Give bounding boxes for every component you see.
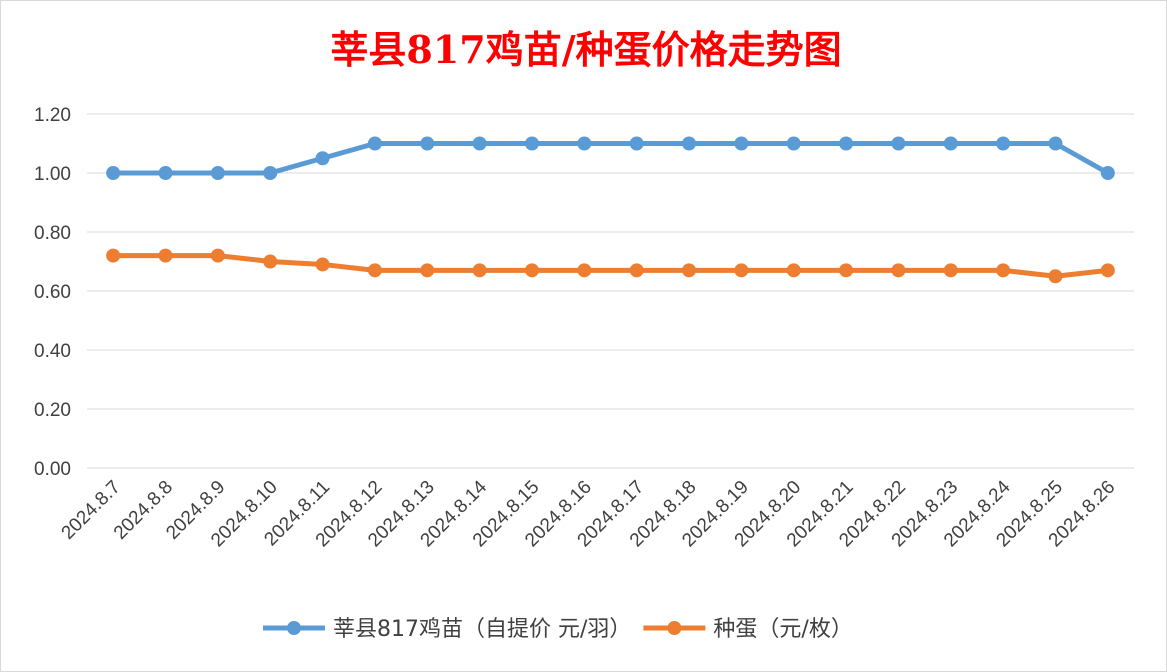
data-point [420, 263, 435, 278]
legend-marker [667, 621, 682, 635]
data-point [682, 263, 697, 278]
legend: 莘县817鸡苗（自提价 元/羽） 种蛋（元/枚） [263, 617, 853, 642]
data-point [158, 166, 173, 180]
y-axis-tick-labels: 0.00 0.20 0.40 0.60 0.80 1.00 1.20 [34, 105, 71, 480]
legend-label: 种蛋（元/枚） [713, 617, 852, 642]
data-point [1048, 136, 1063, 151]
series-group [106, 136, 1115, 284]
y-tick-label: 0.80 [34, 223, 71, 244]
data-point [891, 136, 906, 151]
chart-title: 莘县817鸡苗/种蛋价格走势图 [330, 27, 841, 72]
y-tick-label: 0.00 [34, 459, 71, 480]
legend-marker [287, 621, 301, 635]
data-point [315, 151, 330, 166]
data-point [629, 263, 644, 278]
legend-label: 莘县817鸡苗（自提价 元/羽） [333, 617, 631, 642]
data-point [943, 263, 958, 278]
data-point [472, 136, 487, 151]
data-point [943, 136, 958, 151]
data-point [1100, 166, 1115, 180]
data-point [367, 263, 382, 278]
data-point [158, 248, 173, 263]
data-point [682, 136, 697, 151]
data-point [367, 136, 382, 151]
data-point [786, 263, 801, 278]
data-point [263, 254, 278, 269]
data-point [996, 263, 1011, 278]
data-point [891, 263, 906, 278]
data-point [629, 136, 644, 151]
data-point [839, 263, 854, 278]
data-point [472, 263, 487, 278]
data-point [315, 257, 330, 272]
data-point [210, 248, 225, 263]
data-point [420, 136, 435, 151]
x-axis-tick-labels: 2024.8.72024.8.82024.8.92024.8.102024.8.… [58, 476, 1120, 551]
y-tick-label: 0.40 [34, 341, 71, 362]
series-2 [106, 248, 1115, 284]
series-line [110, 141, 1111, 176]
data-point [734, 136, 749, 151]
y-tick-label: 1.20 [34, 105, 71, 126]
data-point [1048, 269, 1063, 284]
y-tick-label: 0.20 [34, 400, 71, 421]
grid-lines [87, 113, 1134, 469]
data-point [786, 136, 801, 151]
data-point [524, 136, 539, 151]
data-point [734, 263, 749, 278]
series-1 [106, 136, 1115, 180]
data-point [1100, 263, 1115, 278]
data-point [839, 136, 854, 151]
data-point [524, 263, 539, 278]
data-point [577, 136, 592, 151]
y-tick-label: 0.60 [34, 282, 71, 303]
data-point [210, 166, 225, 180]
y-tick-label: 1.00 [34, 164, 71, 185]
data-point [106, 166, 121, 180]
data-point [263, 166, 278, 180]
series-line [110, 253, 1111, 279]
data-point [996, 136, 1011, 151]
data-point [577, 263, 592, 278]
data-point [106, 248, 121, 263]
